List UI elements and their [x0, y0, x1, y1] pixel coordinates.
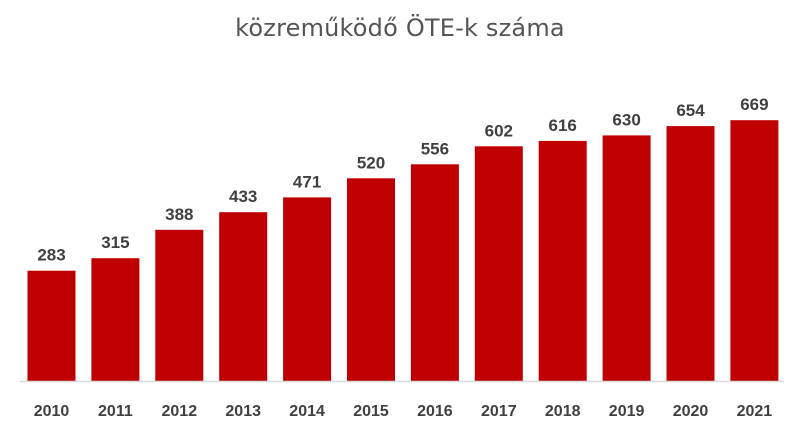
bar-2019	[602, 135, 651, 381]
data-label-2013: 433	[229, 187, 257, 206]
data-label-2012: 388	[165, 205, 193, 224]
bar-2014	[283, 197, 332, 381]
x-tick-label-2018: 2018	[545, 403, 581, 420]
data-labels-group: 283 315 388 433 471 520 556 602 616 630 654 669	[37, 95, 768, 265]
x-tick-label-2019: 2019	[609, 403, 645, 420]
x-tick-label-2021: 2021	[737, 403, 773, 420]
bar-2011	[91, 258, 140, 381]
x-tick-label-2016: 2016	[417, 403, 453, 420]
x-tick-label-2014: 2014	[289, 403, 325, 420]
bar-2010	[27, 270, 76, 381]
data-label-2010: 283	[37, 246, 65, 265]
bar-2012	[155, 229, 204, 381]
data-label-2017: 602	[485, 121, 513, 140]
bars-group	[27, 120, 779, 381]
x-tick-label-2012: 2012	[162, 403, 198, 420]
data-label-2014: 471	[293, 172, 321, 191]
data-label-2020: 654	[676, 101, 705, 120]
bar-2020	[666, 126, 715, 381]
x-tick-label-2015: 2015	[353, 403, 389, 420]
bar-2021	[730, 120, 779, 381]
x-tick-label-2011: 2011	[98, 403, 133, 420]
x-tick-labels-group: 2010 2011 2012 2013 2014 2015 2016 2017 2018 2019…	[34, 403, 773, 420]
data-label-2011: 315	[101, 233, 129, 252]
data-label-2021: 669	[740, 95, 768, 114]
data-label-2016: 556	[421, 139, 449, 158]
bar-2013	[219, 212, 268, 381]
bar-2017	[474, 146, 523, 381]
x-tick-label-2017: 2017	[481, 403, 517, 420]
bar-2015	[347, 178, 395, 381]
x-tick-label-2020: 2020	[673, 403, 709, 420]
bar-2016	[410, 164, 459, 381]
data-label-2015: 520	[357, 153, 385, 172]
data-label-2018: 616	[549, 116, 577, 135]
data-label-2019: 630	[612, 110, 640, 129]
bar-2018	[538, 140, 587, 381]
x-tick-label-2013: 2013	[225, 403, 261, 420]
x-tick-label-2010: 2010	[34, 403, 70, 420]
chart-title: közreműködő ÖTE-k száma	[235, 14, 565, 42]
